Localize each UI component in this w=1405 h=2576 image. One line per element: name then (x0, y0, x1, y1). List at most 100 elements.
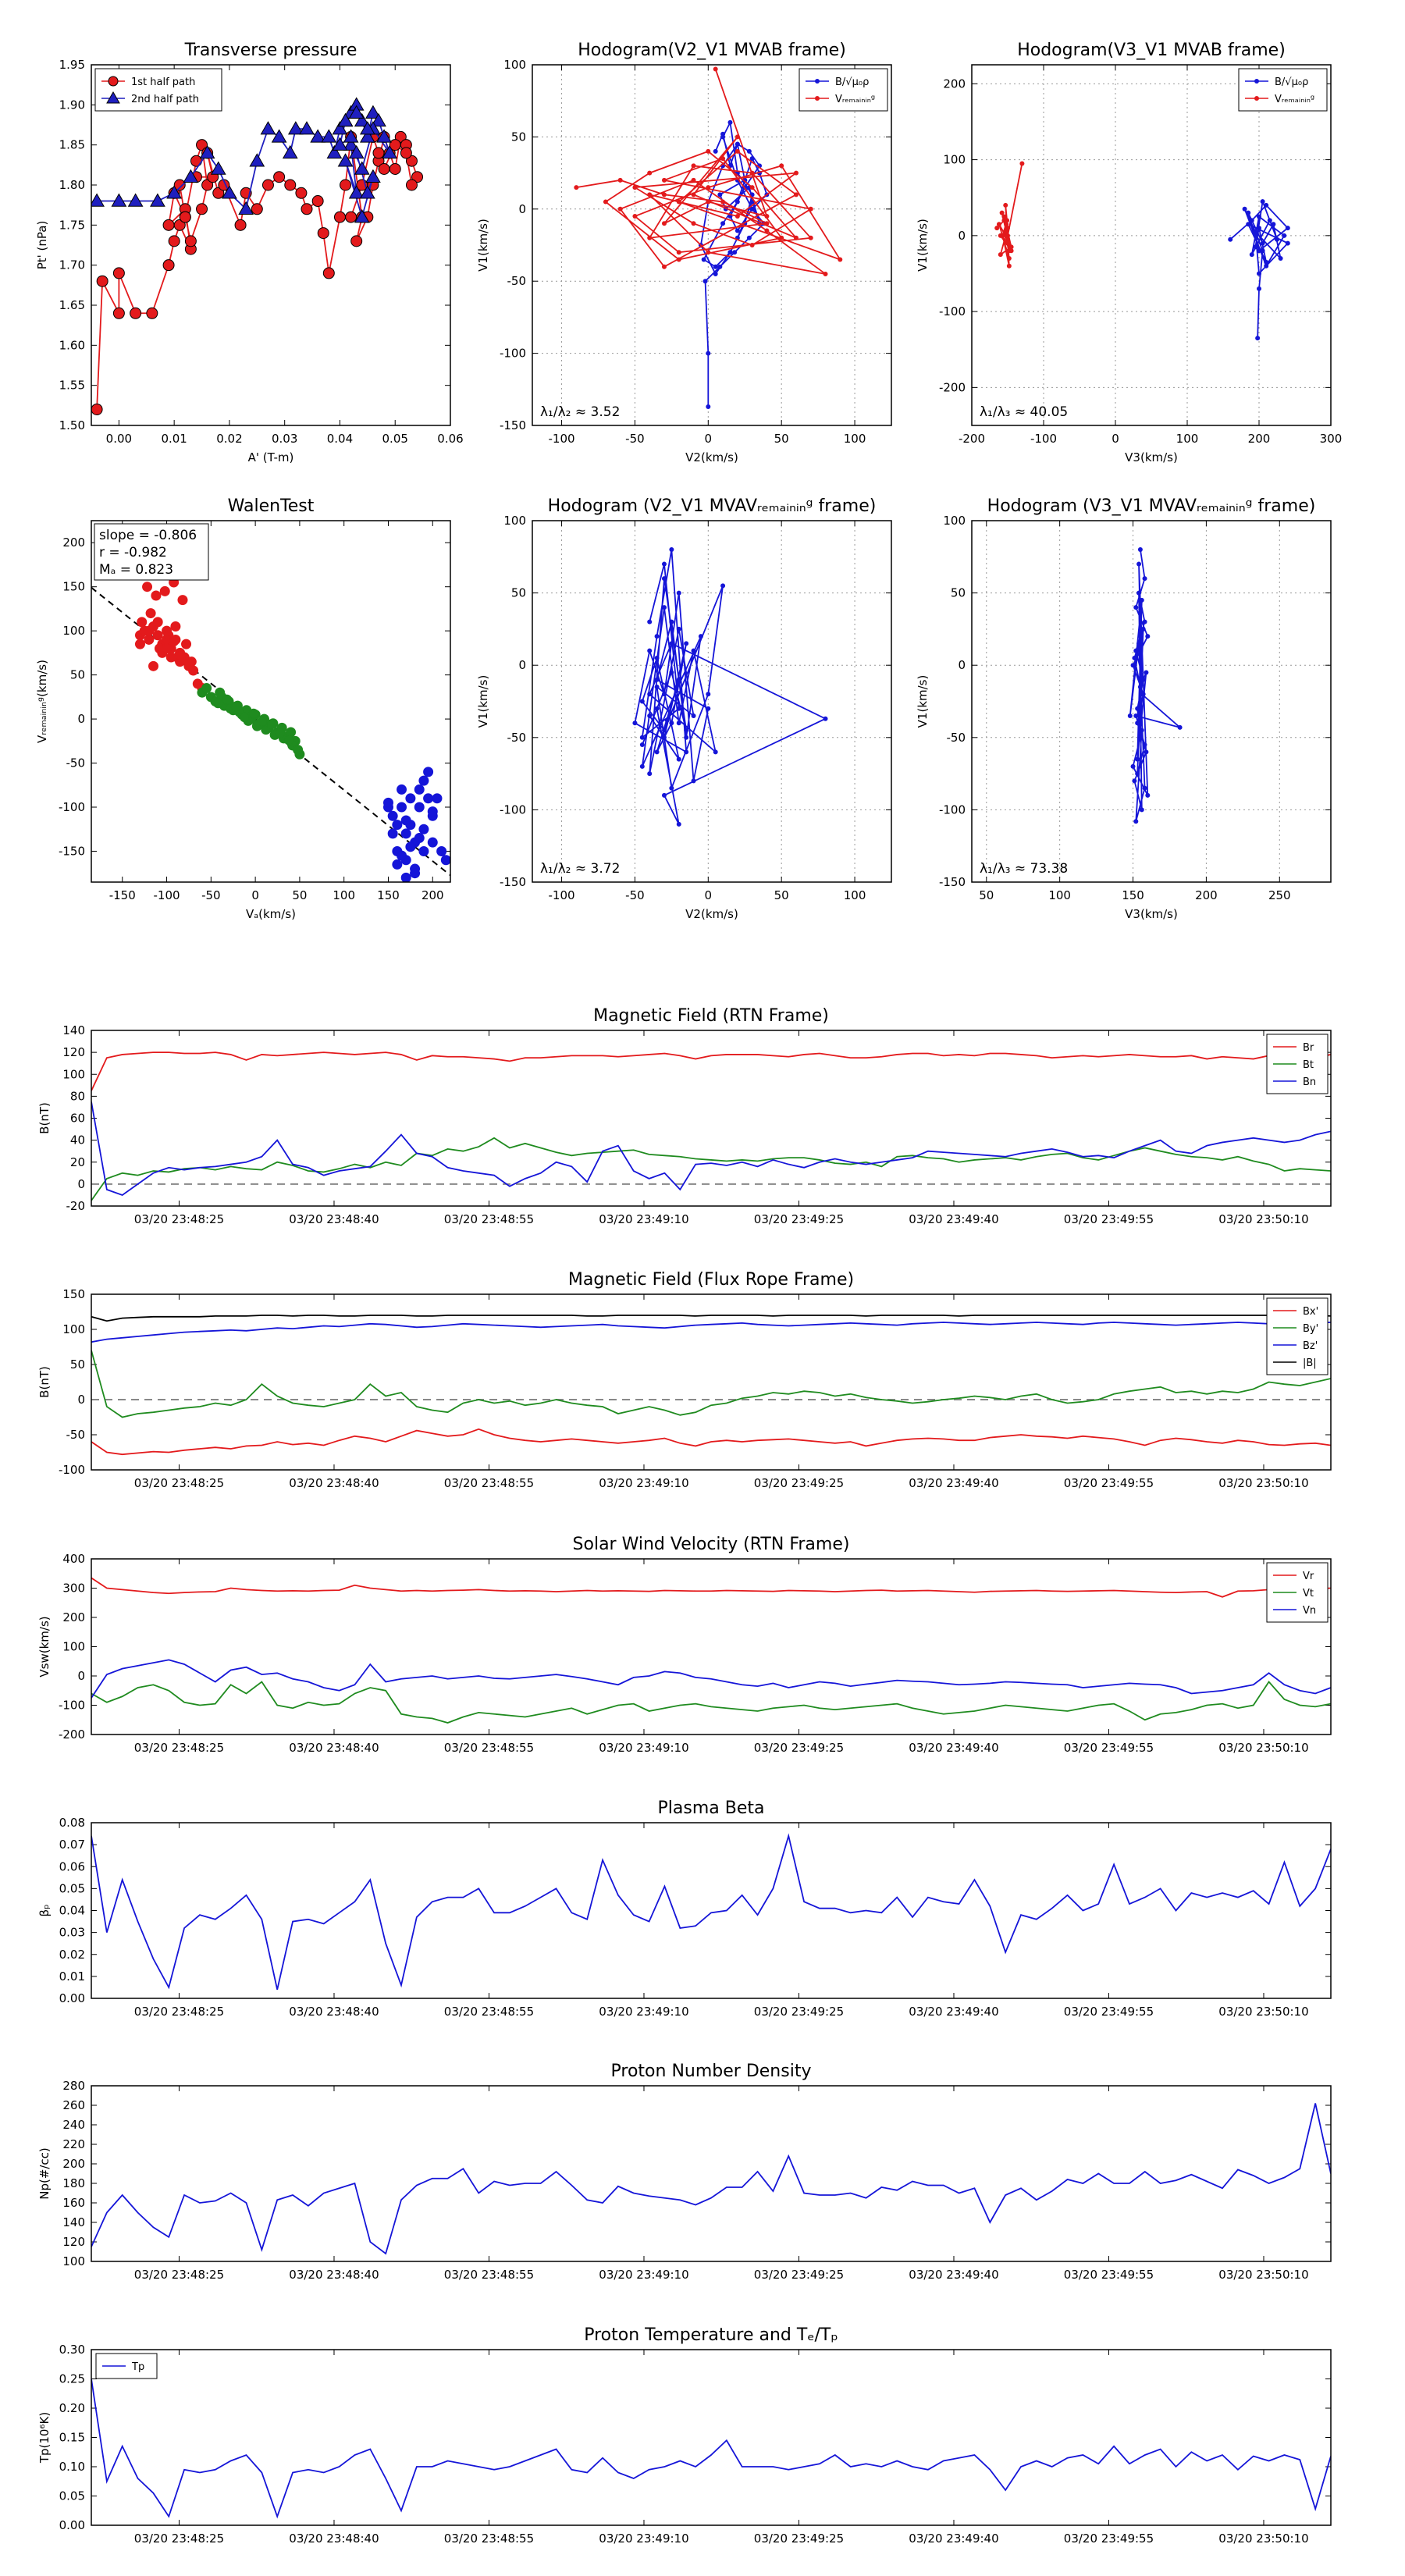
data-point (639, 763, 645, 769)
data-point (1139, 597, 1144, 603)
chart-walen: -150 -100 -50 0 50 100 150 200 -150 -100 -50 0 50 100… (35, 496, 451, 921)
y-tick-label: 100 (62, 1640, 85, 1654)
time-tick-label: 03/20 23:49:40 (909, 1212, 998, 1226)
legend-marker (815, 96, 820, 101)
x-tick-label: 50 (979, 888, 994, 902)
eigenvalue-ratio: λ₁/λ₂ ≈ 3.72 (540, 861, 620, 877)
plot-frame (971, 520, 1332, 883)
data-point (1005, 237, 1010, 242)
data-point (326, 144, 343, 159)
data-point (283, 735, 294, 745)
chart-vsw: -200 -100 0 100 200 300 400 03/20 23:48:25 03/20… (37, 1535, 1332, 1755)
data-point (1145, 792, 1151, 798)
data-point (676, 677, 681, 682)
data-point (999, 210, 1005, 215)
data-point (411, 171, 424, 183)
data-point (201, 683, 212, 694)
legend-label: Bz' (1303, 1340, 1318, 1352)
data-point (1257, 286, 1261, 291)
time-tick-label: 03/20 23:48:40 (289, 1212, 379, 1226)
y-axis-label: V1(km/s) (476, 219, 490, 272)
data-point (996, 222, 1001, 227)
y-tick-label: 1.50 (59, 418, 85, 432)
data-point (1257, 214, 1261, 219)
data-point (702, 279, 708, 284)
x-tick-label: -50 (201, 888, 221, 902)
data-point (410, 868, 421, 879)
data-point (1005, 240, 1011, 246)
data-point (676, 199, 681, 205)
data-point (1142, 785, 1147, 791)
data-point (1019, 161, 1025, 166)
y-tick-label: 260 (62, 2098, 85, 2112)
data-point (273, 171, 286, 183)
plot-area (91, 97, 424, 415)
data-point (359, 185, 375, 199)
data-point (234, 219, 247, 231)
data-point (706, 148, 711, 154)
data-point (1137, 684, 1143, 689)
data-point (397, 784, 407, 795)
x-tick-label: 100 (1048, 888, 1071, 902)
data-point (617, 206, 623, 212)
time-tick-label: 03/20 23:49:55 (1064, 1212, 1154, 1226)
data-point (661, 728, 667, 733)
y-tick-label: -200 (939, 380, 966, 394)
data-point (201, 179, 214, 191)
time-tick-label: 03/20 23:48:40 (289, 2005, 379, 2019)
data-point (1135, 706, 1140, 711)
y-tick-label: 20 (70, 1155, 85, 1169)
data-point (295, 187, 308, 199)
data-point (181, 639, 192, 649)
data-point (350, 235, 363, 247)
data-point (684, 735, 689, 740)
y-tick-label: 150 (62, 1287, 85, 1301)
data-point (1249, 252, 1254, 258)
time-tick-label: 03/20 23:50:10 (1218, 2268, 1308, 2282)
data-point (321, 129, 337, 143)
y-tick-label: 0 (518, 658, 526, 672)
legend-label: Tp (131, 2361, 144, 2373)
data-point (661, 177, 667, 183)
data-point (1260, 199, 1265, 205)
data-point (647, 192, 653, 197)
data-point (1139, 728, 1144, 733)
data-point (676, 250, 681, 255)
y-tick-label: 0 (958, 229, 966, 243)
data-point (713, 749, 718, 755)
data-point (423, 767, 434, 777)
time-tick-label: 03/20 23:49:10 (599, 1212, 688, 1226)
data-point (1130, 763, 1136, 769)
chart-title: Hodogram(V3_V1 MVAB frame) (1017, 41, 1286, 60)
legend-label: Vᵣₑₘₐᵢₙᵢₙᵍ (1275, 94, 1314, 105)
data-point (691, 192, 696, 197)
time-tick-label: 03/20 23:49:10 (599, 2005, 688, 2019)
y-tick-label: 280 (62, 2079, 85, 2093)
series-line (91, 2379, 1331, 2519)
data-point (746, 235, 752, 240)
chart-title: Magnetic Field (RTN Frame) (593, 1006, 829, 1026)
x-tick-label: -150 (109, 888, 136, 902)
y-tick-label: 0 (518, 202, 526, 216)
plot-area (91, 1315, 1331, 1456)
data-point (168, 235, 180, 247)
data-point (199, 144, 215, 159)
chart-title: Hodogram (V3_V1 MVAVᵣₑₘₐᵢₙᵢₙᵍ frame) (987, 496, 1316, 516)
y-tick-label: 0.04 (59, 1904, 85, 1918)
time-tick-label: 03/20 23:49:40 (909, 2268, 998, 2282)
data-point (717, 192, 723, 197)
chart-title: Proton Number Density (611, 2062, 812, 2081)
y-axis-label: V1(km/s) (916, 675, 930, 728)
y-tick-label: 0.25 (59, 2372, 85, 2386)
time-tick-label: 03/20 23:48:55 (444, 2268, 534, 2282)
series-line (91, 1659, 1331, 1699)
data-point (310, 129, 326, 143)
data-point (183, 657, 194, 668)
data-point (1228, 237, 1233, 242)
y-tick-label: 0.05 (59, 1881, 85, 1895)
data-point (706, 350, 711, 356)
data-point (337, 153, 354, 167)
time-tick-label: 03/20 23:48:40 (289, 1476, 379, 1490)
series-line (91, 1322, 1331, 1343)
data-point (676, 821, 681, 827)
